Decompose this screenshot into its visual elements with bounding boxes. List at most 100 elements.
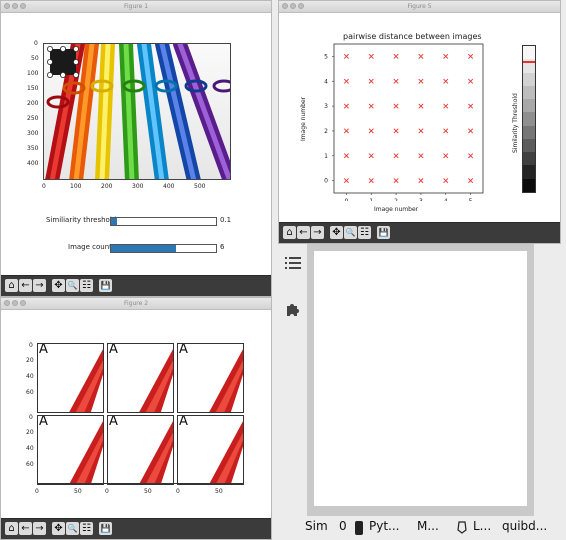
status-badge [355,521,363,535]
y-tick: 40 [26,373,34,380]
zoom-button[interactable] [20,300,26,306]
x-tick: 400 [163,183,175,190]
home-icon[interactable]: ⌂ [283,226,296,239]
scatter-point [418,153,424,159]
minimize-button[interactable] [12,3,18,9]
scatter-point [393,128,399,134]
bell-icon[interactable] [456,520,468,534]
zoom-button[interactable] [20,3,26,9]
thumbnail-axes-partial [37,483,244,487]
y-tick: 0 [29,342,33,349]
close-button[interactable] [4,3,10,9]
scatter-point [468,178,474,184]
configure-icon[interactable]: ☷ [80,522,93,535]
zoom-icon[interactable]: 🔍 [66,522,79,535]
title-bar: Figure 5 [279,1,560,13]
y-tick: 100 [27,70,39,77]
zoom-button[interactable] [298,3,304,9]
thumbnail-axes[interactable]: A [37,415,104,485]
empty-panel-frame [307,244,534,516]
thumbnail-letter: A [179,343,188,357]
configure-icon[interactable]: ☷ [358,226,371,239]
scatter-point [393,103,399,109]
close-button[interactable] [282,3,288,9]
scatter-point [368,128,374,134]
similarity-threshold-slider[interactable] [110,217,217,226]
status-lang[interactable]: L... [473,519,492,533]
figure-toolbar: ⌂ ← → ✥ 🔍 ☷ 💾 [279,222,560,243]
image-count-slider[interactable] [110,244,217,253]
minimize-button[interactable] [290,3,296,9]
forward-icon[interactable]: → [33,279,46,292]
scatter-point [343,153,349,159]
save-icon[interactable]: 💾 [99,279,112,292]
scatter-point [393,78,399,84]
zoom-icon[interactable]: 🔍 [66,279,79,292]
pan-icon[interactable]: ✥ [52,279,65,292]
scatter-point [368,53,374,59]
minimize-button[interactable] [12,300,18,306]
status-python[interactable]: Pyt... [369,519,400,533]
zoom-icon[interactable]: 🔍 [344,226,357,239]
window-title: Figure 5 [407,3,432,10]
x-tick: 100 [70,183,82,190]
puzzle-icon[interactable] [285,302,301,318]
scatter-point [443,128,449,134]
y-tick: 60 [26,461,34,468]
image-axes[interactable] [43,43,231,180]
similarity-threshold-label: Similiarity threshold [46,216,117,224]
x-tick: 0 [345,198,349,201]
colorbar-band [523,72,535,86]
x-tick: 300 [132,183,144,190]
list-icon[interactable] [285,256,301,270]
y-tick: 2 [324,128,328,135]
colorbar-band [523,178,535,192]
threshold-marker [523,60,535,63]
scatter-point [443,53,449,59]
colorbar-band [523,138,535,153]
back-icon[interactable]: ← [19,279,32,292]
forward-icon[interactable]: → [33,522,46,535]
thumbnail-axes[interactable]: A [107,415,174,485]
thumbnail-axes[interactable]: A [177,415,244,485]
status-mode[interactable]: M... [417,519,439,533]
status-zero[interactable]: 0 [339,519,347,533]
y-tick: 350 [27,145,39,152]
pairwise-distance-chart[interactable]: 0 1 2 3 4 5 0 1 2 3 4 5 [279,1,561,201]
thumbnail-axes[interactable]: A [37,343,104,413]
y-tick: 40 [26,445,34,452]
y-tick: 400 [27,160,39,167]
y-tick: 4 [324,78,328,85]
scatter-point [468,78,474,84]
scatter-point [418,53,424,59]
status-sim[interactable]: Sim [305,519,328,533]
home-icon[interactable]: ⌂ [5,279,18,292]
empty-panel [314,251,527,506]
similarity-colorbar [522,45,536,193]
y-tick: 50 [31,55,39,62]
save-icon[interactable]: 💾 [99,522,112,535]
thumbnail-axes[interactable]: A [107,343,174,413]
back-icon[interactable]: ← [19,522,32,535]
scatter-point [343,53,349,59]
y-tick: 20 [26,357,34,364]
back-icon[interactable]: ← [297,226,310,239]
red-pipe-crop [209,349,243,412]
scatter-point [418,103,424,109]
y-tick: 5 [324,53,328,60]
scatter-point [393,178,399,184]
status-quibd[interactable]: quibd... [502,519,548,533]
thumbnail-axes[interactable]: A [177,343,244,413]
home-icon[interactable]: ⌂ [5,522,18,535]
close-button[interactable] [4,300,10,306]
title-bar: Figure 1 [1,1,271,13]
save-icon[interactable]: 💾 [377,226,390,239]
pan-icon[interactable]: ✥ [330,226,343,239]
scatter-point [443,103,449,109]
y-tick: 200 [27,100,39,107]
forward-icon[interactable]: → [311,226,324,239]
configure-icon[interactable]: ☷ [80,279,93,292]
pan-icon[interactable]: ✥ [52,522,65,535]
thumbnail-letter: A [39,343,48,357]
y-tick: 0 [29,414,33,421]
